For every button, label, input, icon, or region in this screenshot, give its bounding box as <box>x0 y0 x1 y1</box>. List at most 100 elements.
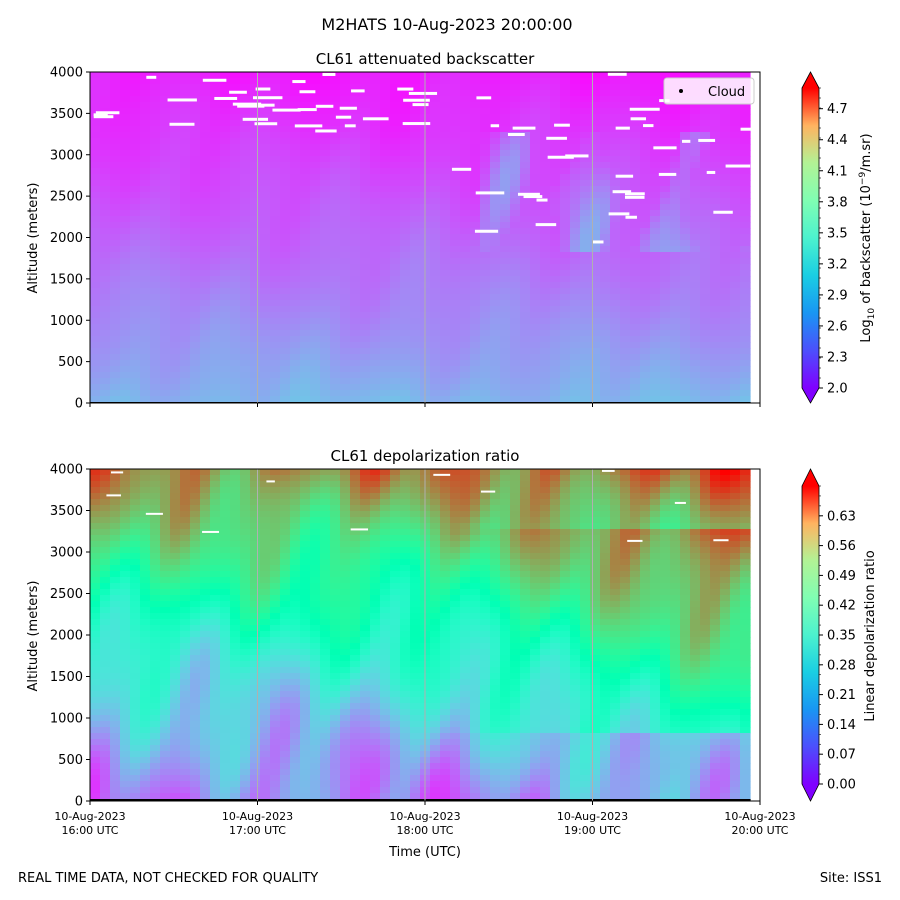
field-cell <box>740 234 751 241</box>
field-cell <box>430 300 441 307</box>
field-cell <box>590 288 601 295</box>
field-cell <box>730 553 741 560</box>
field-cell <box>310 396 321 403</box>
field-cell <box>240 114 251 121</box>
field-cell <box>170 475 181 482</box>
field-cell <box>570 264 581 271</box>
field-cell <box>460 204 471 211</box>
field-cell <box>100 342 111 349</box>
field-cell <box>210 258 221 265</box>
field-cell <box>430 270 441 277</box>
field-cell <box>310 288 321 295</box>
cloud-gap <box>451 167 472 171</box>
field-cell <box>290 336 301 343</box>
field-cell <box>90 138 101 145</box>
field-cell <box>200 523 211 530</box>
field-cell <box>550 565 561 572</box>
field-cell <box>320 396 331 403</box>
field-cell <box>730 264 741 271</box>
field-cell <box>280 541 291 548</box>
field-cell <box>250 553 261 560</box>
field-cell <box>340 162 351 169</box>
cloud-gap <box>255 87 271 91</box>
field-cell <box>240 336 251 343</box>
field-cell <box>230 511 241 518</box>
field-cell <box>200 511 211 518</box>
field-cell <box>330 523 341 530</box>
field-cell <box>280 246 291 253</box>
field-cell <box>540 318 551 325</box>
field-cell <box>90 324 101 331</box>
field-cell <box>590 499 601 506</box>
field-cell <box>250 96 261 103</box>
field-cell <box>400 523 411 530</box>
field-cell <box>700 517 711 524</box>
field-cell <box>620 523 631 530</box>
field-cell <box>270 114 281 121</box>
field-cell <box>490 150 501 157</box>
field-cell <box>690 228 701 235</box>
field-cell <box>310 168 321 175</box>
field-cell <box>660 330 671 337</box>
field-cell <box>740 258 751 265</box>
field-cell <box>100 511 111 518</box>
field-cell <box>140 132 151 139</box>
field-cell <box>610 475 621 482</box>
field-cell <box>500 354 511 361</box>
field-cell <box>260 493 271 500</box>
field-cell <box>220 126 231 133</box>
field-cell <box>360 222 371 229</box>
field-cell <box>340 553 351 560</box>
field-cell <box>480 180 491 187</box>
field-cell <box>120 354 131 361</box>
field-cell <box>410 252 421 259</box>
field-cell <box>520 553 531 560</box>
field-cell <box>140 487 151 494</box>
field-cell <box>280 222 291 229</box>
field-cell <box>380 240 391 247</box>
field-cell <box>140 529 151 536</box>
field-cell <box>90 523 101 530</box>
field-cell <box>670 186 681 193</box>
field-cell <box>320 360 331 367</box>
field-cell <box>630 469 641 476</box>
field-cell <box>180 529 191 536</box>
field-cell <box>510 168 521 175</box>
field-cell <box>490 312 501 319</box>
field-cell <box>200 493 211 500</box>
field-cell <box>550 138 561 145</box>
field-cell <box>570 529 581 536</box>
field-cell <box>650 481 661 488</box>
field-cell <box>260 156 271 163</box>
field-cell <box>740 174 751 181</box>
field-cell <box>640 288 651 295</box>
field-cell <box>130 481 141 488</box>
field-cell <box>490 330 501 337</box>
field-cell <box>690 499 701 506</box>
field-cell <box>450 108 461 115</box>
field-cell <box>740 276 751 283</box>
field-cell <box>460 505 471 512</box>
field-cell <box>240 258 251 265</box>
field-cell <box>740 396 751 403</box>
field-cell <box>240 378 251 385</box>
field-cell <box>680 505 691 512</box>
field-cell <box>640 318 651 325</box>
field-cell <box>660 132 671 139</box>
field-cell <box>580 318 591 325</box>
field-cell <box>340 300 351 307</box>
field-cell <box>510 535 521 542</box>
field-cell <box>540 481 551 488</box>
field-cell <box>330 270 341 277</box>
field-cell <box>310 102 321 109</box>
field-cell <box>140 378 151 385</box>
field-cell <box>570 499 581 506</box>
field-cell <box>170 366 181 373</box>
field-cell <box>620 541 631 548</box>
field-cell <box>730 192 741 199</box>
field-cell <box>560 348 571 355</box>
field-cell <box>740 517 751 524</box>
field-cell <box>400 144 411 151</box>
field-cell <box>350 390 361 397</box>
field-cell <box>220 186 231 193</box>
